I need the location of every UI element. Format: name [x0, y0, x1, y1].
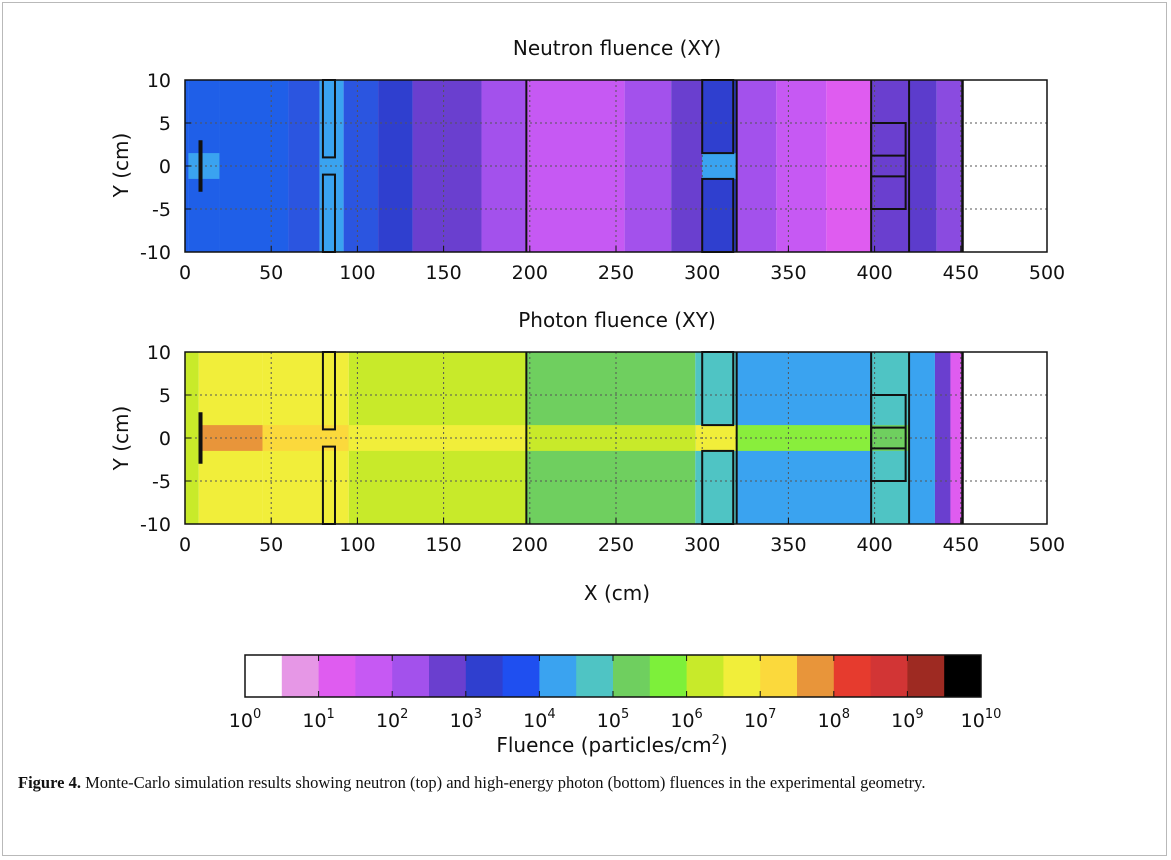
neutron-cell	[288, 80, 320, 252]
neutron-x-tick-label: 450	[943, 262, 979, 284]
neutron-chart-title: Neutron fluence (XY)	[513, 36, 721, 60]
neutron-detector-box	[870, 122, 907, 210]
photon-x-axis-label: X (cm)	[584, 581, 650, 605]
photon-y-tick-label: 5	[159, 385, 171, 407]
colorbar-frame	[244, 654, 982, 698]
colorbar-tick-label: 102	[376, 707, 408, 732]
colorbar-swatch	[833, 655, 872, 697]
colorbar-tick-label: 107	[744, 707, 776, 732]
photon-chart-title: Photon fluence (XY)	[518, 308, 716, 332]
neutron-geometry	[198, 79, 964, 254]
colorbar-tick-label: 1010	[961, 707, 1002, 732]
colorbar-label-main: Fluence (particles/cm	[496, 733, 711, 757]
photon-x-tick-label: 100	[339, 534, 375, 556]
neutron-x-tick-label: 150	[425, 262, 461, 284]
photon-x-tick-label: 150	[425, 534, 461, 556]
neutron-x-tick-label: 250	[598, 262, 634, 284]
photon-x-tick-label: 400	[856, 534, 892, 556]
neutron-cell	[481, 80, 527, 252]
neutron-y-tick-label: 10	[147, 70, 171, 92]
colorbar-swatch	[539, 655, 577, 697]
photon-x-tick-label: 300	[684, 534, 720, 556]
colorbar-tick-label: 106	[670, 707, 702, 732]
colorbar-swatch	[576, 655, 614, 697]
neutron-cell	[624, 80, 672, 252]
caption-text: Monte-Carlo simulation results showing n…	[80, 773, 926, 792]
plots-layer: 0 50 100 150 200 250 300 350 400 450 5001050-5-100…	[140, 70, 1065, 556]
neutron-y-axis-label: Y (cm)	[109, 133, 133, 199]
neutron-x-tick-label: 300	[684, 262, 720, 284]
photon-y-tick-label: -5	[152, 471, 171, 493]
neutron-x-tick-label: 50	[259, 262, 283, 284]
neutron-x-tick-label: 500	[1029, 262, 1065, 284]
neutron-x-tick-label: 350	[770, 262, 806, 284]
colorbar-tick-label: 104	[523, 707, 555, 732]
colorbar-swatch	[613, 655, 651, 697]
colorbar-swatch	[723, 655, 761, 697]
neutron-y-tick-label: -10	[140, 242, 171, 264]
figure-caption: Figure 4. Monte-Carlo simulation results…	[18, 772, 1148, 793]
neutron-x-tick-label: 400	[856, 262, 892, 284]
photon-x-tick-label: 250	[598, 534, 634, 556]
colorbar-swatch	[760, 655, 798, 697]
colorbar-swatch	[355, 655, 393, 697]
photon-core-cell	[736, 425, 872, 451]
neutron-core-cell	[188, 153, 220, 179]
colorbar: 100 101 102 103 104 105 106 107 108 109 1010	[229, 654, 1002, 732]
neutron-x-tick-label: 100	[339, 262, 375, 284]
colorbar-swatch	[245, 655, 283, 697]
colorbar-swatch	[797, 655, 835, 697]
colorbar-swatch	[907, 655, 945, 697]
colorbar-swatch	[649, 655, 688, 697]
photon-x-tick-label: 450	[943, 534, 979, 556]
colorbar-tick-label: 103	[450, 707, 482, 732]
photon-y-axis-label: Y (cm)	[109, 406, 133, 472]
neutron-x-tick-label: 200	[512, 262, 548, 284]
colorbar-label-sup: 2	[712, 733, 720, 748]
photon-x-tick-label: 50	[259, 534, 283, 556]
photon-x-tick-label: 350	[770, 534, 806, 556]
neutron-cell	[826, 80, 872, 252]
neutron-y-tick-label: 5	[159, 113, 171, 135]
colorbar-label: Fluence (particles/cm2)	[496, 733, 727, 757]
neutron-y-tick-label: 0	[159, 156, 171, 178]
photon-x-tick-label: 500	[1029, 534, 1065, 556]
colorbar-swatch	[318, 655, 356, 697]
colorbar-swatch	[870, 655, 908, 697]
colorbar-label-end: )	[720, 733, 728, 757]
figure-canvas: Neutron fluence (XY) Photon fluence (XY)…	[109, 36, 1065, 757]
photon-y-tick-label: -10	[140, 514, 171, 536]
photon-detector-box	[870, 394, 907, 482]
neutron-cell	[219, 80, 289, 252]
photon-cell	[934, 352, 951, 524]
colorbar-tick-label: 101	[302, 707, 334, 732]
colorbar-tick-label: 109	[891, 707, 923, 732]
colorbar-tick-label: 105	[597, 707, 629, 732]
colorbar-tick-label: 100	[229, 707, 261, 732]
colorbar-tick-label: 108	[818, 707, 850, 732]
colorbar-swatch	[429, 655, 467, 697]
caption-label: Figure 4.	[18, 773, 81, 792]
photon-x-tick-label: 0	[179, 534, 191, 556]
colorbar-swatch	[281, 655, 320, 697]
colorbar-swatch	[686, 655, 724, 697]
colorbar-swatch	[944, 655, 982, 697]
colorbar-swatch	[502, 655, 540, 697]
neutron-cell	[909, 80, 937, 252]
neutron-y-tick-label: -5	[152, 199, 171, 221]
photon-y-tick-label: 10	[147, 342, 171, 364]
neutron-x-tick-label: 0	[179, 262, 191, 284]
colorbar-swatch	[465, 655, 504, 697]
photon-x-tick-label: 200	[512, 534, 548, 556]
colorbar-swatch	[392, 655, 430, 697]
photon-y-tick-label: 0	[159, 428, 171, 450]
